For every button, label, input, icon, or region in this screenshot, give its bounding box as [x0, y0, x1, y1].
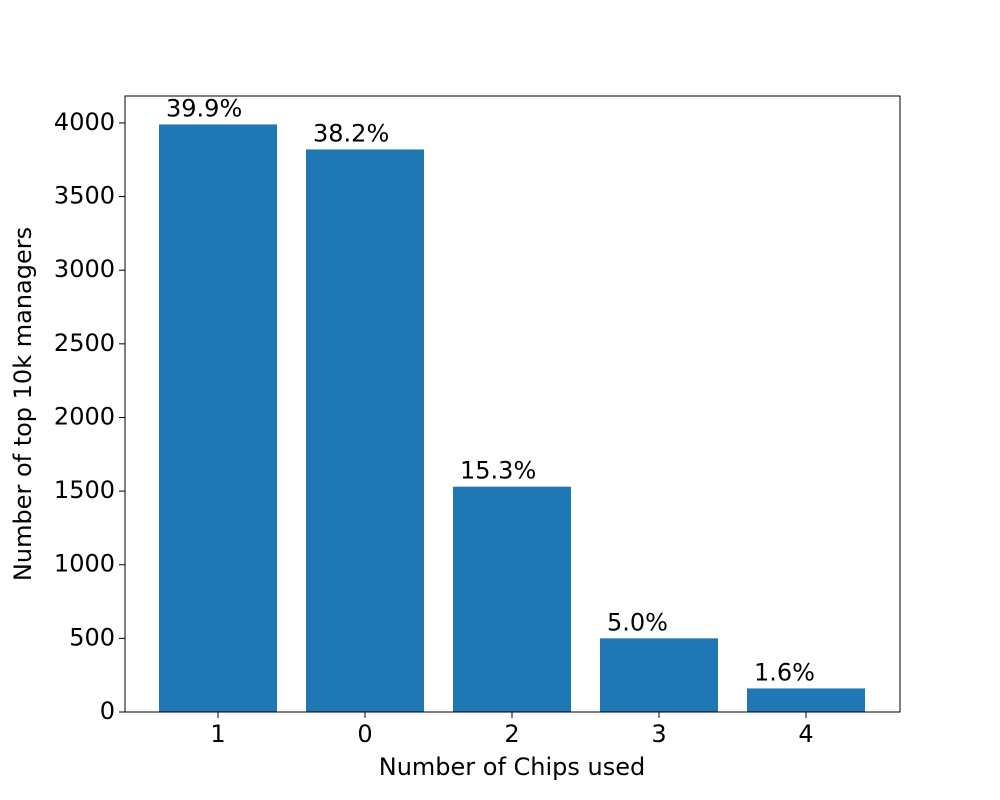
bar [159, 124, 277, 713]
value-label: 39.9% [166, 94, 242, 122]
y-tick-label: 1000 [54, 550, 115, 578]
y-tick-label: 3000 [54, 255, 115, 283]
bar [453, 486, 571, 712]
x-tick-label: 1 [210, 720, 225, 748]
x-tick-label: 2 [504, 720, 519, 748]
y-tick-label: 500 [69, 623, 115, 651]
y-tick-label: 2000 [54, 402, 115, 430]
bar [747, 688, 865, 712]
value-label: 1.6% [754, 658, 815, 686]
y-tick-label: 4000 [54, 108, 115, 136]
x-tick-label: 3 [651, 720, 666, 748]
value-label: 38.2% [313, 119, 389, 147]
x-axis-label: Number of Chips used [379, 753, 646, 781]
y-tick-label: 0 [100, 697, 115, 725]
value-label: 15.3% [460, 457, 536, 485]
plot-frame [124, 95, 901, 713]
y-axis-label: Number of top 10k managers [9, 227, 37, 581]
bar [306, 149, 424, 713]
x-tick-label: 0 [357, 720, 372, 748]
y-tick-label: 3500 [54, 182, 115, 210]
value-label: 5.0% [607, 608, 668, 636]
y-tick-label: 2500 [54, 329, 115, 357]
bar [600, 638, 718, 712]
y-tick-label: 1500 [54, 476, 115, 504]
x-tick-label: 4 [798, 720, 813, 748]
